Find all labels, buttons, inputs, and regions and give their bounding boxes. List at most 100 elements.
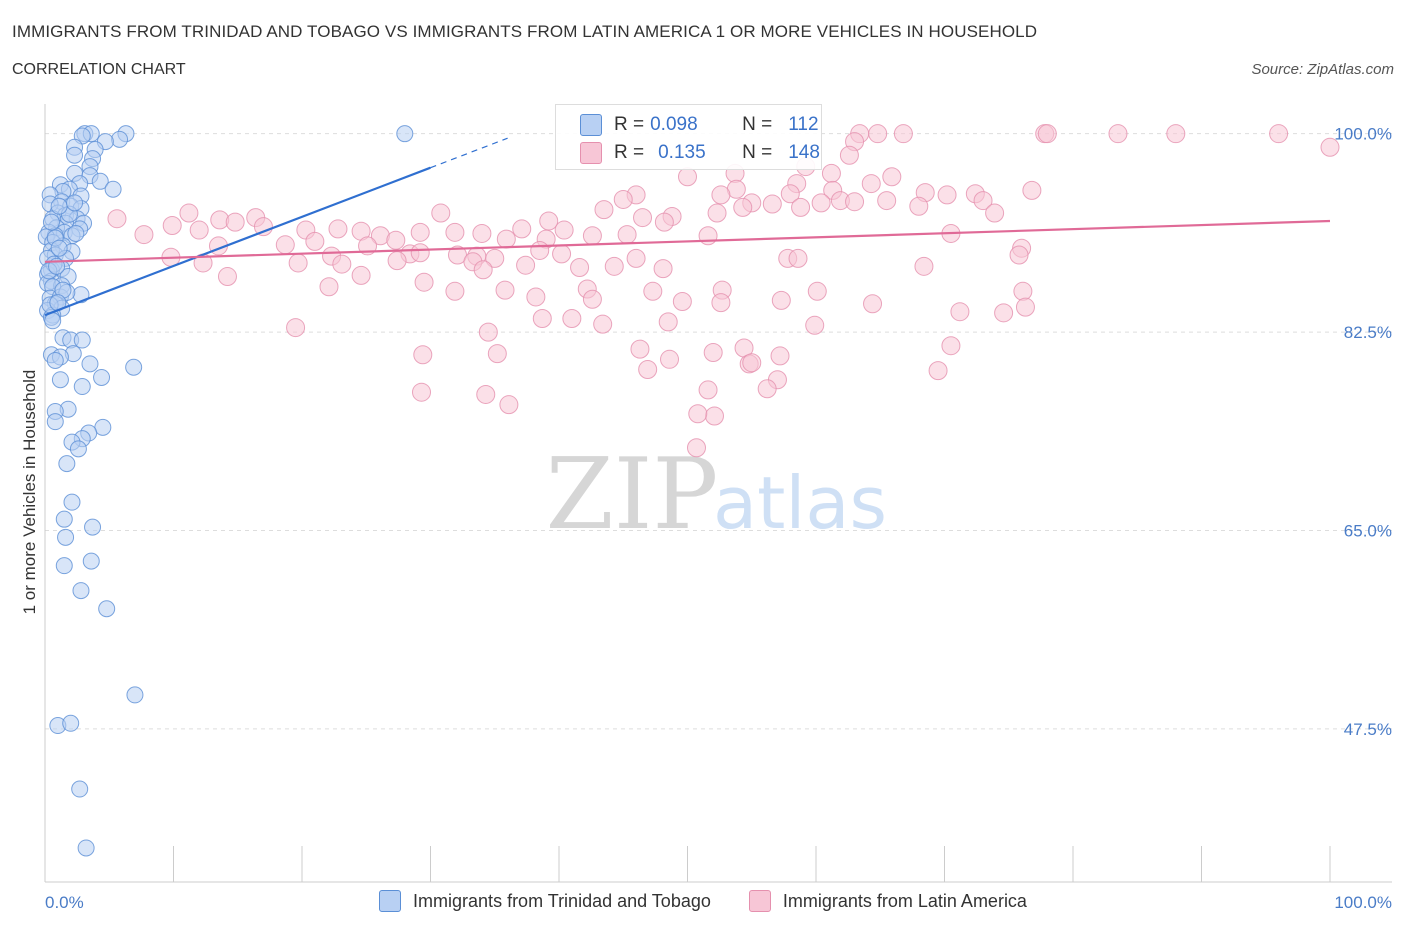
- latin-america-point: [704, 406, 724, 426]
- chart-subtitle: CORRELATION CHART: [12, 61, 186, 78]
- latin-america-point: [410, 243, 430, 263]
- legend-swatch-pink: [748, 890, 771, 912]
- latin-america-point: [496, 229, 516, 249]
- latin-america-point: [1015, 297, 1035, 317]
- latin-america-point: [950, 302, 970, 322]
- latin-america-point: [552, 244, 572, 264]
- latin-america-point: [1022, 180, 1042, 200]
- latin-america-point: [476, 384, 496, 404]
- legend-swatch-blue: [379, 890, 402, 912]
- latin-america-point: [562, 308, 582, 328]
- latin-america-point: [811, 193, 831, 213]
- latin-america-point: [703, 343, 723, 363]
- latin-america-point: [487, 344, 507, 364]
- latin-america-point: [386, 230, 406, 250]
- stats-swatch-blue: [580, 114, 602, 136]
- latin-america-point: [582, 289, 602, 309]
- latin-america-point: [672, 291, 692, 311]
- trinidad-point: [57, 528, 75, 546]
- x-tick-label: 0.0%: [45, 893, 84, 912]
- trinidad-point: [55, 557, 73, 575]
- trinidad-point: [63, 493, 81, 511]
- latin-america-point: [805, 315, 825, 335]
- legend-item-latin-america: Immigrants from Latin America: [748, 890, 1027, 912]
- latin-america-point: [711, 185, 731, 205]
- stats-n-label: N =: [742, 142, 773, 163]
- latin-america-point: [698, 380, 718, 400]
- legend-label-latin-america: Immigrants from Latin America: [782, 890, 1027, 911]
- trinidad-point: [98, 600, 116, 618]
- latin-america-point: [617, 225, 637, 245]
- latin-america-point: [678, 167, 697, 187]
- trinidad-point: [84, 518, 102, 536]
- trinidad-point: [111, 130, 129, 148]
- latin-america-point: [643, 281, 663, 301]
- latin-america-point: [653, 259, 673, 279]
- latin-america-point: [351, 265, 371, 285]
- latin-america-point: [985, 203, 1005, 223]
- latin-america-point: [770, 346, 790, 366]
- trinidad-point: [396, 125, 414, 143]
- latin-america-point: [499, 395, 519, 415]
- latin-america-point: [788, 248, 808, 268]
- latin-america-point: [613, 189, 633, 209]
- latin-america-point: [937, 185, 957, 205]
- latin-america-point: [861, 174, 881, 194]
- trinidad-point: [125, 358, 143, 376]
- latin-america-point: [275, 235, 295, 255]
- latin-america-point: [658, 312, 678, 332]
- stats-box: R = 0.098 N = 112 R = 0.135 N = 148: [555, 104, 822, 170]
- latin-america-point: [512, 219, 532, 239]
- latin-america-point: [762, 194, 782, 214]
- trinidad-points: [37, 125, 414, 857]
- latin-america-point: [253, 217, 273, 237]
- latin-america-point: [288, 253, 308, 273]
- latin-america-point: [1166, 124, 1186, 144]
- latin-america-point: [1013, 281, 1033, 301]
- latin-america-point: [994, 303, 1014, 323]
- y-tick-label: 82.5%: [1344, 323, 1392, 342]
- trinidad-point: [46, 351, 64, 369]
- latin-america-point: [660, 349, 680, 369]
- stats-r-value: 0.098: [650, 114, 698, 135]
- latin-america-point: [757, 379, 777, 399]
- latin-america-point: [839, 145, 859, 165]
- trinidad-trend-line: [44, 166, 431, 317]
- trinidad-point: [67, 224, 85, 242]
- latin-america-point: [473, 260, 493, 280]
- latin-america-point: [882, 167, 902, 187]
- latin-america-point: [134, 225, 154, 245]
- trinidad-point: [66, 146, 84, 164]
- latin-america-point: [742, 353, 762, 373]
- latin-america-point: [179, 203, 199, 223]
- latin-america-point: [771, 290, 791, 310]
- latin-america-point: [877, 191, 897, 211]
- trinidad-point: [66, 194, 84, 212]
- latin-america-point: [654, 212, 674, 232]
- grid-lines: [45, 133, 1392, 730]
- latin-america-point: [821, 163, 841, 183]
- latin-america-point: [413, 345, 433, 365]
- tick-labels: 100.0% 82.5% 65.0% 47.5% 0.0% 100.0%: [45, 125, 1392, 912]
- latin-america-point: [412, 382, 432, 402]
- stats-n-label: N =: [742, 114, 773, 135]
- latin-america-point: [893, 124, 913, 144]
- latin-america-point: [686, 438, 706, 458]
- latin-america-point: [928, 361, 948, 381]
- latin-america-point: [1037, 124, 1057, 144]
- stats-row-blue: R = 0.098 N = 112: [580, 113, 819, 137]
- latin-america-point: [431, 203, 451, 223]
- stats-row-pink: R = 0.135 N = 148: [580, 141, 820, 165]
- latin-america-point: [1269, 124, 1289, 144]
- trend-lines: [44, 137, 1331, 317]
- watermark: ZIP atlas: [546, 438, 887, 552]
- trinidad-point: [77, 839, 95, 857]
- latin-america-point: [1320, 137, 1340, 157]
- trinidad-point: [73, 378, 91, 396]
- latin-america-point: [941, 336, 961, 356]
- stats-r-label: R =: [614, 142, 645, 163]
- trinidad-point: [62, 714, 80, 732]
- stats-swatch-pink: [580, 142, 602, 164]
- latin-america-point: [626, 248, 646, 268]
- axes: [44, 104, 1392, 883]
